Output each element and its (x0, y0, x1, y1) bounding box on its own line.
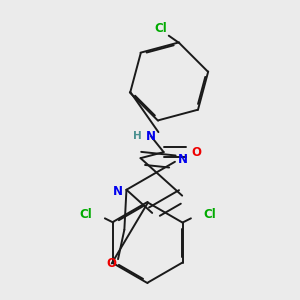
Text: Cl: Cl (203, 208, 216, 220)
Text: N: N (178, 153, 188, 166)
Text: N: N (146, 130, 156, 143)
Text: O: O (107, 257, 117, 270)
Text: Cl: Cl (80, 208, 92, 220)
Text: Cl: Cl (154, 22, 167, 35)
Text: H: H (133, 131, 142, 141)
Text: O: O (191, 146, 201, 159)
Text: N: N (113, 185, 123, 198)
